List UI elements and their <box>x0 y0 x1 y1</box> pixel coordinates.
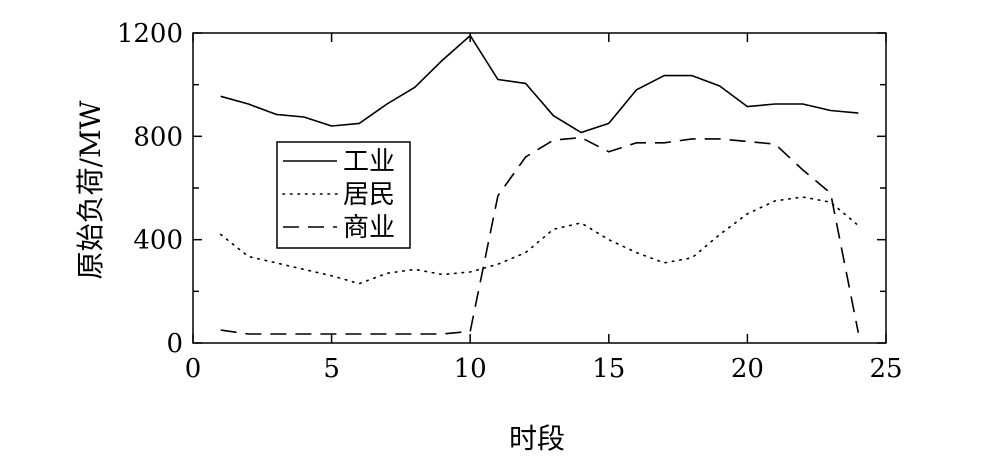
y-tick-label: 1200 <box>117 19 183 49</box>
legend-box <box>276 141 411 249</box>
x-tick-label: 15 <box>592 354 625 384</box>
series-line-3 <box>220 136 860 335</box>
legend-label: 工业 <box>343 147 395 177</box>
axis-ticks: 0 5 10 15 20 25 0 400 800 1200 <box>117 19 903 384</box>
y-tick-label: 0 <box>166 329 183 359</box>
x-axis-label: 时段 <box>509 422 565 455</box>
legend-label: 居民 <box>343 180 395 210</box>
y-axis-label: 原始负荷/MW <box>74 100 107 279</box>
series-lines <box>219 34 860 335</box>
y-tick-label: 400 <box>133 226 183 256</box>
x-tick-label: 5 <box>323 354 340 384</box>
legend-label: 商业 <box>343 213 395 243</box>
x-tick-label: 10 <box>454 354 487 384</box>
x-tick-label: 0 <box>185 354 202 384</box>
series-line-1 <box>220 34 859 134</box>
x-tick-label: 20 <box>731 354 764 384</box>
y-tick-label: 800 <box>133 122 183 152</box>
x-tick-label: 25 <box>869 354 902 384</box>
